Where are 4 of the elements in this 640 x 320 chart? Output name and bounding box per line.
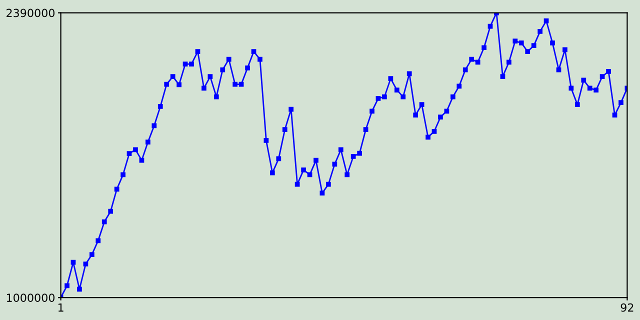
x-tick-label: 1 <box>58 304 64 312</box>
y-tick-label: 1000000 <box>6 294 55 302</box>
y-tick-label: 2390000 <box>6 8 55 18</box>
x-tick-label: 92 <box>620 303 634 312</box>
